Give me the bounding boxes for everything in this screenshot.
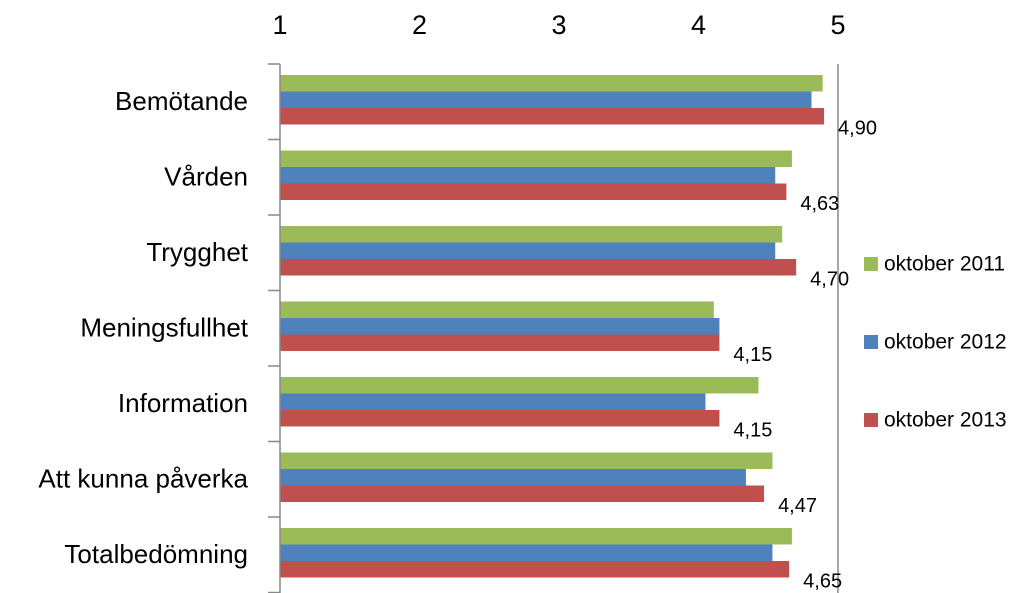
x-tick-label: 2 — [412, 10, 427, 40]
bar-2-3 — [280, 334, 720, 351]
bar-2-4 — [280, 410, 720, 427]
x-tick-label: 3 — [551, 10, 566, 40]
bar-1-2 — [280, 242, 776, 259]
bar-0-6 — [280, 528, 792, 545]
category-label: Totalbedömning — [64, 539, 248, 569]
data-labels: 4,90 4,63 4,70 4,15 4,15 4,47 4,65 — [733, 117, 877, 592]
legend-swatch — [864, 335, 878, 349]
bar-0-0 — [280, 75, 823, 92]
bar-2-0 — [280, 108, 825, 125]
category-label: Bemötande — [115, 86, 248, 116]
x-tick-labels: 1 2 3 4 5 — [272, 10, 845, 40]
bar-0-1 — [280, 150, 792, 167]
category-label: Trygghet — [146, 237, 248, 267]
bar-0-5 — [280, 452, 773, 469]
x-tick-label: 5 — [830, 10, 845, 40]
bar-1-1 — [280, 167, 776, 184]
category-label: Meningsfullhet — [80, 312, 248, 342]
bars — [280, 75, 825, 578]
x-tick-label: 1 — [272, 10, 287, 40]
data-label: 4,70 — [810, 268, 849, 290]
data-label: 4,63 — [800, 193, 839, 215]
legend-label: oktober 2013 — [884, 409, 1007, 432]
bar-2-2 — [280, 259, 797, 276]
data-label: 4,90 — [838, 117, 877, 139]
category-labels: Bemötande Vården Trygghet Meningsfullhet Inf… — [38, 86, 248, 569]
bar-1-5 — [280, 469, 746, 486]
data-label: 4,47 — [778, 495, 817, 517]
bar-2-1 — [280, 183, 787, 200]
category-label: Information — [118, 388, 248, 418]
bar-2-6 — [280, 561, 790, 578]
bar-1-6 — [280, 544, 773, 561]
bar-1-4 — [280, 393, 706, 410]
bar-0-4 — [280, 377, 759, 394]
bar-0-2 — [280, 226, 783, 243]
x-tick-label: 4 — [691, 10, 706, 40]
legend-swatch — [864, 257, 878, 271]
category-label: Att kunna påverka — [38, 463, 248, 493]
axes — [268, 63, 281, 593]
bar-1-0 — [280, 91, 812, 108]
category-label: Vården — [164, 161, 248, 191]
bar-0-3 — [280, 301, 714, 318]
legend: oktober 2011 oktober 2012 oktober 2013 — [864, 253, 1007, 432]
legend-label: oktober 2011 — [884, 253, 1005, 276]
bar-1-3 — [280, 318, 720, 335]
bar-2-5 — [280, 485, 765, 502]
legend-swatch — [864, 413, 878, 427]
data-label: 4,65 — [803, 570, 842, 592]
data-label: 4,15 — [733, 344, 772, 366]
legend-label: oktober 2012 — [884, 331, 1007, 354]
data-label: 4,15 — [733, 419, 772, 441]
